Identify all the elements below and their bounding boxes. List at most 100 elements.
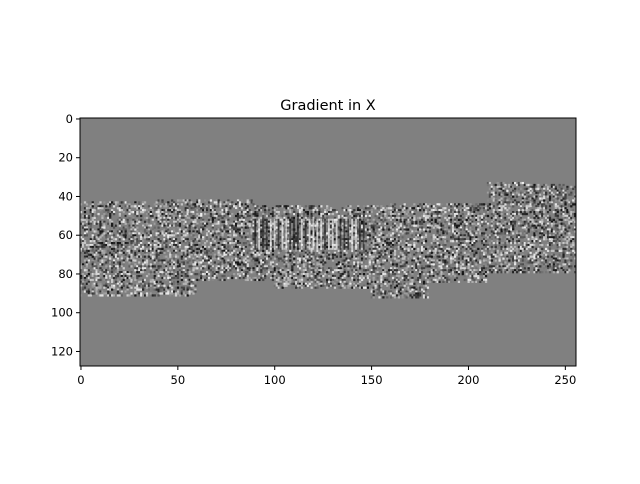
- texture-cell: [415, 251, 418, 254]
- texture-cell: [120, 249, 123, 252]
- texture-cell: [405, 226, 408, 229]
- texture-cell: [138, 232, 141, 235]
- texture-cell: [399, 228, 402, 231]
- texture-cell: [359, 280, 362, 283]
- texture-cell: [444, 220, 447, 223]
- texture-cell: [229, 253, 232, 256]
- texture-cell: [240, 222, 244, 225]
- texture-cell: [118, 261, 121, 264]
- texture-cell: [130, 222, 133, 225]
- texture-cell: [467, 216, 470, 220]
- texture-cell: [368, 230, 371, 233]
- texture-cell: [165, 203, 168, 206]
- texture-cell: [388, 218, 391, 221]
- texture-cell: [180, 253, 183, 256]
- texture-cell: [163, 284, 166, 287]
- texture-cell: [246, 259, 249, 262]
- texture-cell: [267, 249, 271, 252]
- texture-cell: [434, 220, 437, 223]
- texture-cell: [227, 249, 230, 252]
- texture-cell: [324, 261, 327, 264]
- texture-cell: [215, 230, 218, 233]
- texture-cell: [401, 212, 404, 216]
- texture-cell: [467, 226, 470, 229]
- texture-cell: [85, 234, 89, 237]
- texture-cell: [105, 222, 108, 225]
- texture-cell: [142, 259, 145, 262]
- texture-cell: [252, 232, 255, 235]
- texture-cell: [318, 211, 321, 214]
- texture-cell: [95, 288, 98, 291]
- texture-cell: [326, 259, 329, 262]
- texture-cell: [448, 269, 451, 272]
- texture-cell: [291, 286, 294, 289]
- texture-cell: [227, 274, 230, 278]
- texture-cell: [85, 271, 89, 274]
- texture-cell: [376, 288, 379, 291]
- texture-cell: [223, 224, 226, 227]
- texture-cell: [403, 255, 406, 258]
- texture-cell: [174, 216, 178, 220]
- texture-cell: [312, 211, 315, 214]
- texture-cell: [463, 278, 466, 282]
- texture-cell: [174, 290, 178, 293]
- texture-cell: [163, 203, 166, 206]
- texture-cell: [227, 251, 230, 254]
- texture-cell: [209, 236, 213, 239]
- texture-cell: [260, 271, 263, 274]
- texture-cell: [304, 284, 307, 287]
- texture-cell: [118, 249, 121, 252]
- texture-cell: [138, 255, 141, 258]
- texture-cell: [244, 273, 247, 276]
- texture-cell: [291, 240, 294, 243]
- texture-cell: [370, 290, 373, 293]
- texture-cell: [225, 226, 228, 229]
- texture-cell: [93, 242, 96, 245]
- texture-cell: [446, 276, 449, 280]
- texture-cell: [273, 282, 276, 285]
- texture-cell: [182, 230, 185, 233]
- texture-cell: [107, 261, 110, 264]
- texture-cell: [217, 211, 220, 214]
- texture-cell: [452, 216, 455, 220]
- texture-cell: [205, 273, 209, 276]
- texture-cell: [91, 276, 94, 280]
- texture-cell: [157, 267, 160, 270]
- texture-cell: [128, 226, 131, 229]
- texture-cell: [376, 205, 379, 208]
- texture-cell: [417, 292, 420, 295]
- texture-cell: [219, 253, 222, 256]
- texture-cell: [227, 243, 230, 247]
- texture-cell: [101, 216, 104, 220]
- texture-cell: [157, 259, 160, 262]
- texture-cell: [240, 249, 244, 252]
- texture-cell: [378, 230, 381, 233]
- texture-cell: [357, 211, 360, 214]
- texture-cell: [178, 199, 182, 202]
- texture-cell: [89, 245, 92, 249]
- texture-cell: [415, 292, 418, 295]
- texture-cell: [116, 245, 120, 249]
- texture-cell: [151, 214, 154, 218]
- texture-cell: [112, 265, 116, 268]
- texture-cell: [403, 247, 406, 251]
- texture-cell: [267, 222, 271, 225]
- texture-cell: [101, 245, 104, 249]
- texture-cell: [124, 274, 127, 278]
- texture-cell: [171, 274, 174, 278]
- texture-cell: [240, 220, 244, 223]
- texture-cell: [426, 222, 430, 225]
- texture-cell: [138, 207, 141, 210]
- texture-cell: [157, 294, 160, 297]
- texture-cell: [91, 263, 94, 266]
- texture-cell: [353, 230, 356, 233]
- texture-cell: [153, 284, 156, 287]
- texture-cell: [134, 294, 137, 297]
- texture-cell: [157, 222, 160, 225]
- texture-cell: [357, 253, 360, 256]
- texture-cell: [112, 234, 116, 237]
- texture-cell: [252, 276, 255, 280]
- texture-cell: [176, 259, 180, 262]
- texture-cell: [384, 222, 387, 225]
- texture-cell: [89, 222, 92, 225]
